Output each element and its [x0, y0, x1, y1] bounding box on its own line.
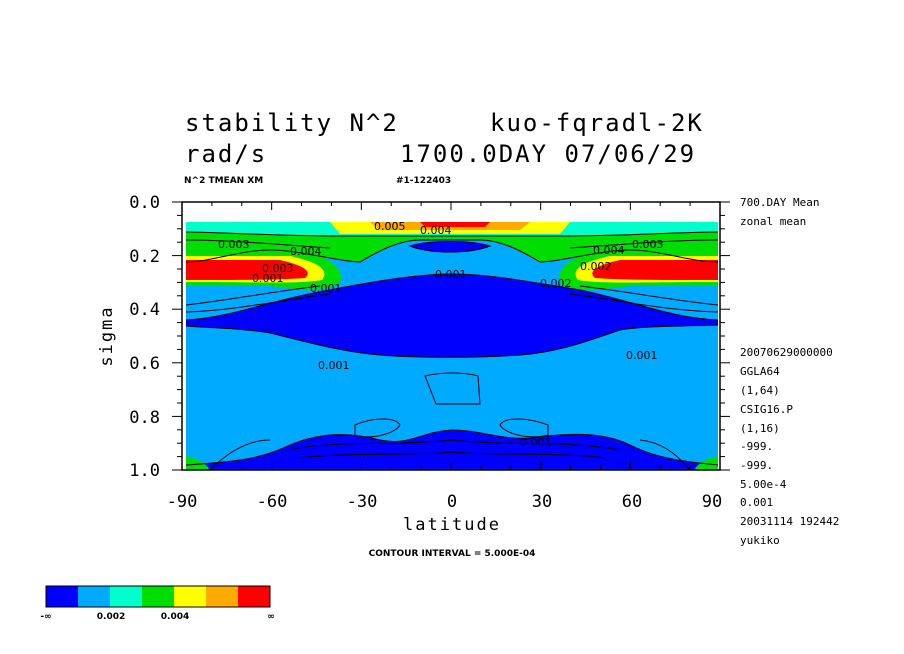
- contour-label: 0.003: [218, 238, 250, 251]
- region-level-1-lower: [186, 430, 718, 470]
- info-line: yukiko: [740, 534, 780, 547]
- info-line: 5.00e-4: [740, 478, 787, 491]
- x-tick-labels: -90 -60 -30 0 30 60 90: [167, 492, 723, 512]
- contour-label: 0.001: [310, 282, 342, 295]
- colorbar-swatch: [46, 586, 78, 607]
- x-tick-label: -30: [347, 492, 378, 512]
- y-tick-label: 0.6: [129, 354, 160, 374]
- contour-label: 0.005: [374, 220, 406, 233]
- colorbar-swatch: [110, 586, 142, 607]
- x-tick-label: 0: [447, 492, 457, 512]
- y-tick-label: 0.2: [129, 247, 160, 267]
- region-level-1-upper: [186, 274, 718, 358]
- contour-label: 0.004: [420, 224, 452, 237]
- title-experiment: kuo-fqradl-2K: [490, 109, 704, 137]
- y-axis-label: sigma: [97, 305, 117, 366]
- y-tick-labels: 0.0 0.2 0.4 0.6 0.8 1.0: [129, 193, 160, 481]
- y-tick-label: 1.0: [129, 461, 160, 481]
- title-variable: stability N^2: [185, 109, 399, 137]
- colorbar-swatch: [206, 586, 238, 607]
- subtitle-field: N^2 TMEAN XM: [184, 176, 263, 186]
- title-units: rad/s: [185, 140, 267, 168]
- colorbar-label: 0.004: [161, 612, 189, 622]
- colorbar-label: -∞: [40, 612, 51, 622]
- contour-label: 0.003: [632, 238, 664, 251]
- contour-label: 0.002: [540, 277, 572, 290]
- info-line: 20070629000000: [740, 346, 833, 359]
- contour-label: 0.003: [262, 262, 294, 275]
- colorbar-swatch: [238, 586, 270, 607]
- contour-interval: CONTOUR INTERVAL = 5.000E-04: [369, 549, 536, 559]
- axis-ticks: [172, 201, 730, 471]
- contour-label: 0.001: [318, 359, 350, 372]
- info-line: GGLA64: [740, 365, 780, 378]
- info-panel-bottom: 20070629000000 GGLA64 (1,64) CSIG16.P (1…: [740, 346, 839, 547]
- y-tick-label: 0.4: [129, 300, 160, 320]
- colorbar-swatch: [142, 586, 174, 607]
- info-line: 700.DAY Mean: [740, 196, 819, 209]
- x-tick-label: 90: [702, 492, 722, 512]
- x-tick-label: 60: [622, 492, 642, 512]
- contour-label: 0.002: [580, 260, 612, 273]
- colorbar-label: ∞: [267, 612, 275, 622]
- contour-label: 0.001: [520, 436, 552, 449]
- contour-fill: [182, 202, 720, 470]
- info-line: -999.: [740, 459, 773, 472]
- colorbar-frame: [45, 585, 271, 608]
- colorbar: [45, 585, 271, 608]
- info-line: 0.001: [740, 496, 773, 509]
- x-tick-label: -60: [257, 492, 288, 512]
- x-axis-label: latitude: [403, 515, 501, 535]
- y-tick-label: 0.0: [129, 193, 160, 213]
- info-panel-top: 700.DAY Mean zonal mean: [740, 196, 819, 228]
- colorbar-swatch: [174, 586, 206, 607]
- info-line: (1,16): [740, 422, 780, 435]
- contour-label: 0.001: [435, 268, 467, 281]
- title-time: 1700.0DAY 07/06/29: [400, 140, 696, 168]
- x-tick-label: -90: [167, 492, 198, 512]
- contour-label: 0.001: [626, 349, 658, 362]
- contour-label: 0.004: [290, 245, 322, 258]
- contour-labels: 0.003 0.004 0.001 0.002 0.001 0.003 0.00…: [218, 220, 664, 449]
- contour-label: 0.001: [252, 272, 284, 285]
- info-line: CSIG16.P: [740, 403, 793, 416]
- info-line: 20031114 192442: [740, 515, 839, 528]
- colorbar-labels: -∞ 0.002 0.004 ∞: [40, 612, 274, 622]
- contour-lines: [185, 231, 719, 470]
- contour-label: 0.004: [593, 244, 625, 257]
- info-line: (1,64): [740, 384, 780, 397]
- subtitle-run: #1-122403: [396, 176, 451, 186]
- x-tick-label: 30: [532, 492, 552, 512]
- colorbar-label: 0.002: [97, 612, 125, 622]
- info-line: -999.: [740, 440, 773, 453]
- info-line: zonal mean: [740, 215, 806, 228]
- colorbar-swatch: [78, 586, 110, 607]
- y-tick-label: 0.8: [129, 408, 160, 428]
